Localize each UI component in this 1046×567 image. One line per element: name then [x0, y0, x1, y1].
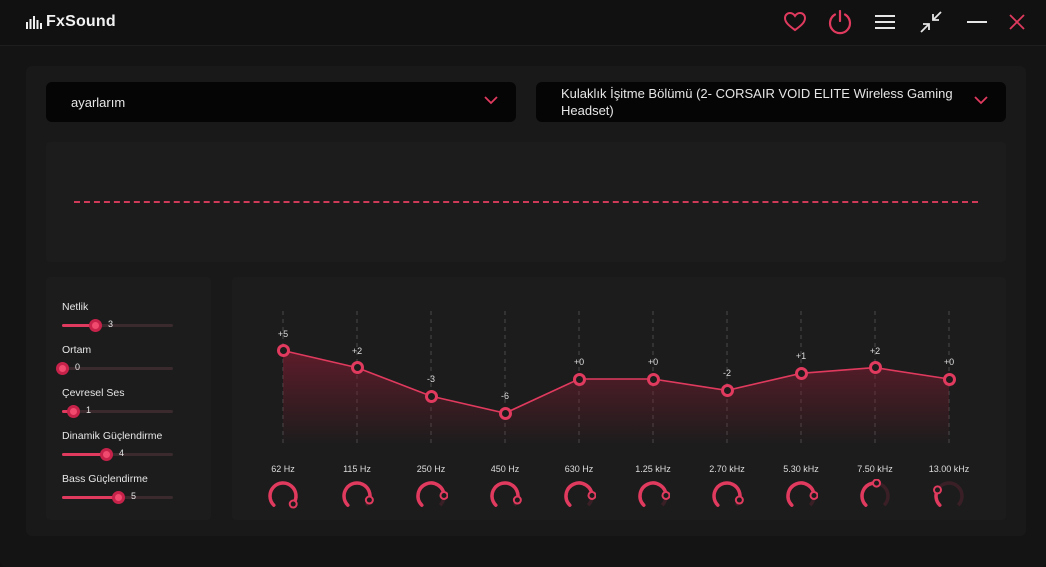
eq-band-handle[interactable]	[350, 361, 364, 375]
equalizer-panel: +5 62 Hz +2 115 Hz -3 250 Hz -6 450 Hz +0 630 Hz +…	[232, 277, 1006, 520]
eq-gain-label: +0	[943, 357, 955, 367]
visualizer-baseline	[74, 201, 978, 203]
effect-value: 0	[75, 362, 81, 372]
eq-frequency-label: 2.70 kHz	[709, 464, 745, 474]
eq-frequency-label: 115 Hz	[343, 464, 371, 474]
eq-band-handle[interactable]	[794, 366, 808, 380]
effect-slider[interactable]	[56, 362, 173, 375]
eq-frequency-label: 7.50 kHz	[857, 464, 893, 474]
eq-band-handle[interactable]	[572, 372, 586, 386]
shrink-icon	[920, 11, 942, 33]
effect-4: Dinamik Güçlendirme 4	[62, 430, 202, 466]
eq-frequency-knob[interactable]	[266, 479, 300, 513]
eq-frequency-knob[interactable]	[414, 479, 448, 513]
preset-selected: ayarlarım	[71, 94, 126, 110]
eq-frequency-label: 1.25 kHz	[635, 464, 671, 474]
effect-slider[interactable]	[62, 319, 173, 332]
chevron-down-icon	[484, 96, 498, 105]
app-logo: FxSound	[26, 12, 116, 32]
eq-band-handle[interactable]	[424, 389, 438, 403]
eq-frequency-label: 62 Hz	[271, 464, 295, 474]
close-icon	[1009, 14, 1025, 30]
eq-frequency-knob[interactable]	[710, 479, 744, 513]
effect-label: Ortam	[62, 344, 92, 356]
eq-band-handle[interactable]	[942, 372, 956, 386]
eq-frequency-knob[interactable]	[636, 479, 670, 513]
minimize-button[interactable]	[962, 8, 992, 36]
chevron-down-icon	[974, 96, 988, 105]
effect-label: Çevresel Ses	[62, 387, 125, 399]
effect-value: 1	[86, 405, 92, 415]
eq-band-handle[interactable]	[720, 383, 734, 397]
effect-slider[interactable]	[62, 448, 173, 461]
eq-gain-label: +0	[647, 357, 659, 367]
titlebar: FxSound	[0, 0, 1046, 46]
eq-frequency-label: 250 Hz	[416, 464, 446, 474]
eq-area	[283, 350, 949, 445]
slider-fill	[62, 324, 95, 327]
logo-bars-icon	[26, 16, 42, 29]
minimize-icon	[967, 21, 987, 23]
eq-gain-label: +5	[277, 328, 289, 339]
effect-label: Netlik	[62, 301, 89, 313]
power-icon	[828, 9, 852, 35]
slider-thumb[interactable]	[56, 362, 69, 375]
effect-value: 3	[108, 319, 114, 329]
preset-dropdown[interactable]: ayarlarım	[46, 82, 516, 122]
effect-value: 5	[131, 491, 137, 501]
eq-frequency-knob[interactable]	[562, 479, 596, 513]
eq-gain-label: -2	[722, 368, 732, 379]
device-selected: Kulaklık İşitme Bölümü (2- CORSAIR VOID …	[561, 86, 953, 118]
effect-slider[interactable]	[62, 491, 173, 504]
eq-frequency-knob[interactable]	[932, 479, 966, 513]
eq-frequency-knob[interactable]	[784, 479, 818, 513]
eq-gain-label: -3	[426, 374, 436, 385]
slider-fill	[62, 453, 106, 456]
output-device-dropdown[interactable]: Kulaklık İşitme Bölümü (2- CORSAIR VOID …	[536, 82, 1006, 122]
slider-fill	[62, 496, 118, 499]
menu-icon	[875, 15, 895, 29]
eq-frequency-label: 450 Hz	[490, 464, 520, 474]
eq-gain-label: -6	[500, 391, 510, 402]
effect-1: Netlik 3	[62, 301, 202, 337]
eq-frequency-label: 13.00 kHz	[928, 464, 970, 474]
app-title: FxSound	[46, 13, 116, 30]
effects-panel: Netlik 3 Ortam 0 Çevresel Ses 1 Dinamik Güçlen…	[46, 277, 211, 520]
effect-2: Ortam 0	[56, 344, 202, 380]
eq-frequency-label: 5.30 kHz	[783, 464, 819, 474]
eq-gain-label: +2	[351, 345, 363, 356]
eq-line	[282, 349, 950, 415]
eq-band-handle[interactable]	[498, 406, 512, 420]
eq-frequency-knob[interactable]	[340, 479, 374, 513]
effect-slider[interactable]	[62, 405, 173, 418]
power-button[interactable]	[825, 8, 855, 36]
audio-visualizer	[46, 142, 1006, 262]
slider-thumb[interactable]	[100, 448, 113, 461]
eq-frequency-knob[interactable]	[488, 479, 522, 513]
menu-button[interactable]	[870, 8, 900, 36]
effect-3: Çevresel Ses 1	[62, 387, 202, 423]
heart-icon	[784, 12, 806, 32]
effect-value: 4	[119, 448, 125, 458]
eq-band-handle[interactable]	[868, 361, 882, 375]
slider-thumb[interactable]	[112, 491, 125, 504]
eq-band-handle[interactable]	[646, 372, 660, 386]
slider-thumb[interactable]	[89, 319, 102, 332]
main-panel: ayarlarım Kulaklık İşitme Bölümü (2- COR…	[26, 66, 1026, 536]
favorite-button[interactable]	[780, 8, 810, 36]
eq-frequency-knob[interactable]	[858, 479, 892, 513]
effect-5: Bass Güçlendirme 5	[62, 473, 202, 509]
eq-gain-label: +2	[869, 345, 881, 356]
eq-band-handle[interactable]	[276, 344, 290, 357]
slider-thumb[interactable]	[67, 405, 80, 418]
effect-label: Bass Güçlendirme	[62, 473, 148, 485]
eq-gain-label: +1	[795, 351, 807, 362]
close-button[interactable]	[1002, 8, 1032, 36]
eq-frequency-label: 630 Hz	[564, 464, 594, 474]
eq-gain-label: +0	[573, 357, 585, 367]
effect-label: Dinamik Güçlendirme	[62, 430, 163, 442]
shrink-button[interactable]	[916, 8, 946, 36]
